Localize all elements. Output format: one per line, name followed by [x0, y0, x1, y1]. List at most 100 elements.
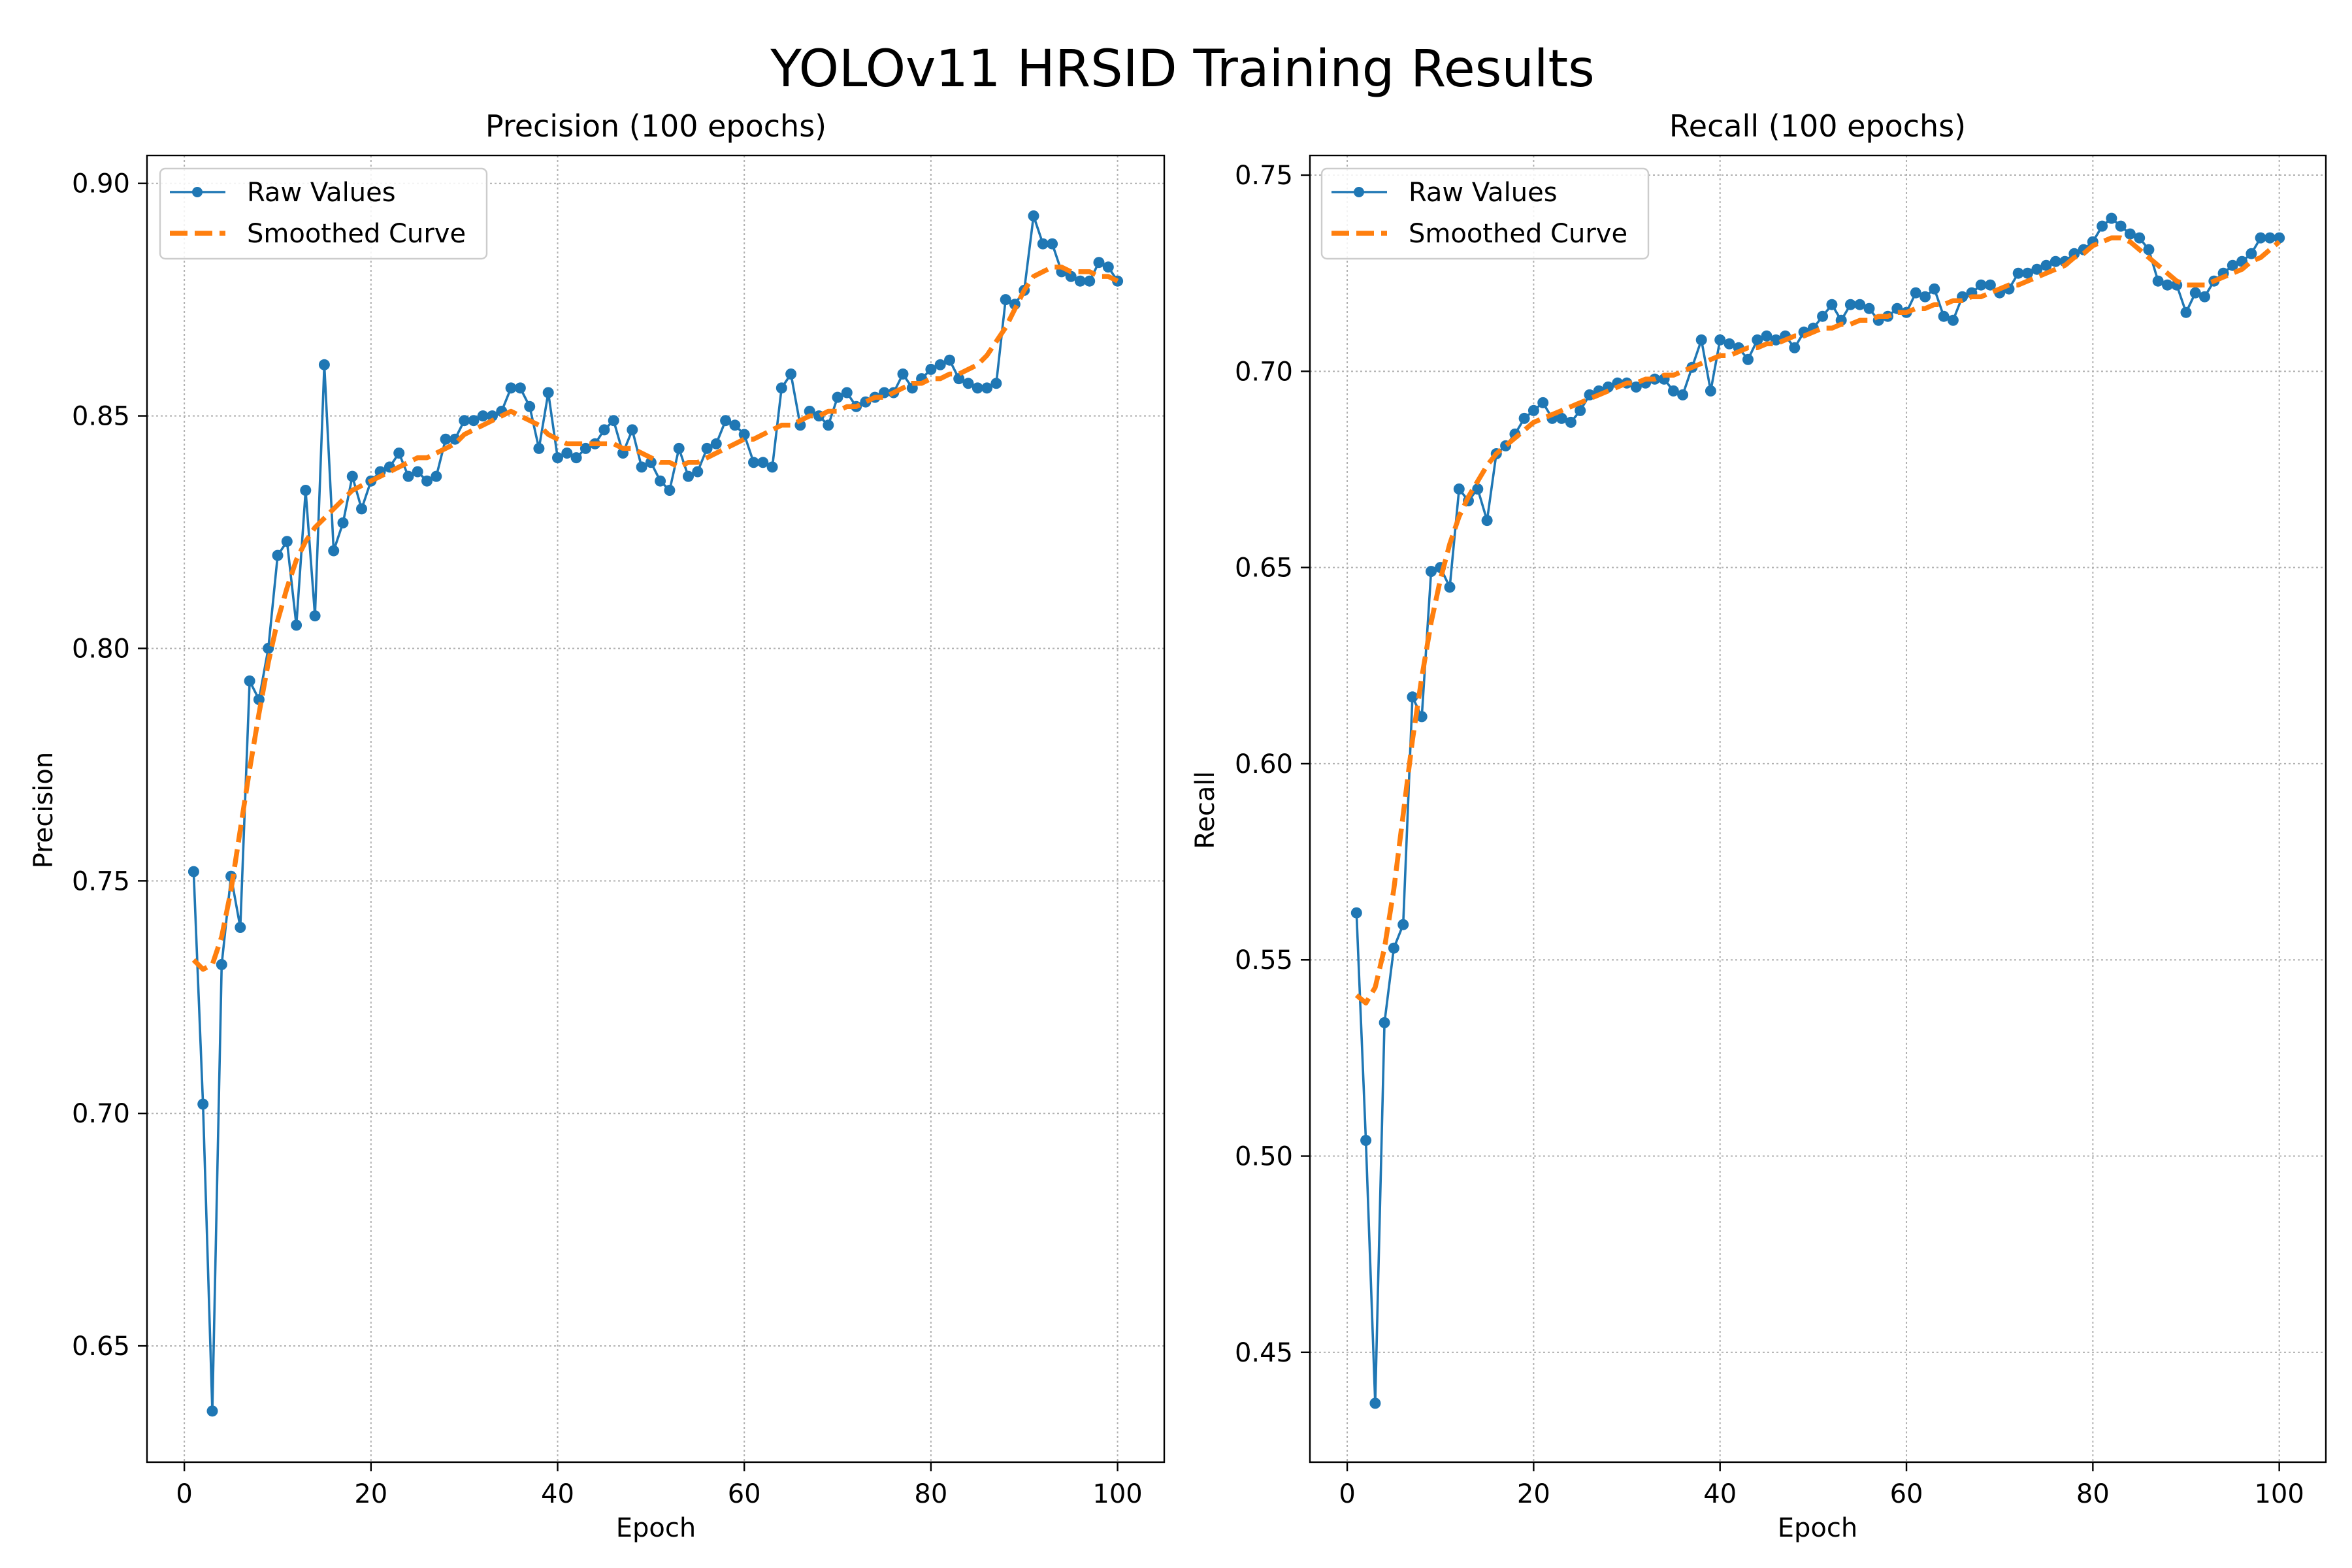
precision-raw-point: [990, 378, 1002, 389]
precision-raw-point: [738, 429, 750, 440]
recall-y-tick-label: 0.70: [1235, 357, 1293, 387]
recall-raw-point: [2068, 248, 2080, 259]
precision-raw-point: [683, 470, 694, 482]
recall-raw-point: [1472, 483, 1484, 495]
precision-raw-point: [785, 368, 797, 380]
recall-raw-point: [2106, 212, 2117, 224]
precision-raw-point: [244, 675, 255, 687]
precision-raw-point: [710, 438, 722, 449]
recall-raw-point: [2040, 259, 2052, 271]
precision-raw-point: [1065, 270, 1077, 282]
precision-smoothed-line: [191, 265, 1119, 972]
precision-raw-point: [645, 457, 657, 468]
precision-raw-point: [598, 424, 610, 436]
precision-raw-point: [188, 866, 199, 877]
recall-raw-point: [1826, 299, 1838, 310]
precision-raw-point: [216, 958, 227, 970]
precision-ticks: 0 20 40 60 80 100 0.65 0.70 0.75 0.80 0.85 0.90: [72, 169, 1143, 1509]
recall-grid: [1310, 155, 2326, 1462]
recall-raw-point: [2012, 267, 2024, 279]
recall-raw-point: [2050, 255, 2061, 267]
recall-raw-point: [2143, 244, 2155, 255]
recall-raw-point: [1416, 711, 1428, 723]
recall-raw-point: [1844, 299, 1856, 310]
precision-raw-point: [291, 619, 302, 631]
recall-raw-point: [2115, 220, 2127, 232]
recall-raw-point: [2124, 228, 2136, 240]
precision-raw-point: [673, 442, 685, 454]
recall-raw-point: [2180, 306, 2192, 318]
recall-raw-point: [1854, 299, 1866, 310]
precision-raw-point: [720, 415, 732, 427]
precision-raw-point: [421, 475, 433, 487]
recall-raw-point: [1919, 291, 1931, 302]
precision-raw-point: [1047, 238, 1058, 250]
recall-raw-point: [1397, 919, 1409, 930]
recall-series: [1350, 212, 2285, 1409]
recall-raw-point: [2227, 259, 2238, 271]
precision-raw-point: [449, 433, 461, 445]
recall-raw-point: [1527, 404, 1539, 416]
precision-raw-point: [402, 470, 414, 482]
recall-x-tick-label: 40: [1703, 1479, 1737, 1509]
precision-plot-frame: [146, 154, 1166, 1463]
recall-raw-point: [2199, 291, 2210, 302]
precision-raw-point: [608, 415, 619, 427]
precision-raw-point: [514, 382, 526, 394]
recall-y-axis-label: Recall: [1190, 771, 1220, 849]
precision-raw-point: [692, 466, 704, 478]
recall-raw-point: [1481, 515, 1493, 527]
recall-raw-point: [1677, 389, 1689, 400]
precision-raw-point: [627, 424, 638, 436]
recall-raw-point: [1947, 314, 1959, 326]
recall-raw-point: [1984, 279, 1996, 291]
precision-raw-point: [580, 442, 591, 454]
recall-raw-point: [2189, 287, 2201, 299]
recall-raw-point: [1817, 310, 1829, 322]
precision-raw-point: [664, 485, 676, 496]
recall-y-tick-label: 0.75: [1235, 161, 1293, 191]
precision-raw-point: [561, 448, 573, 459]
recall-raw-point: [1910, 287, 1921, 299]
precision-raw-point: [235, 922, 246, 933]
precision-raw-point: [766, 461, 778, 473]
recall-raw-point: [1975, 279, 1987, 291]
precision-raw-point: [206, 1405, 218, 1417]
precision-legend-raw-marker: [192, 187, 203, 197]
precision-raw-point: [953, 373, 965, 385]
recall-raw-point: [1752, 334, 1763, 346]
precision-raw-point: [309, 610, 321, 622]
recall-x-axis-label: Epoch: [1778, 1513, 1857, 1543]
recall-raw-point: [1938, 310, 1950, 322]
recall-raw-point: [1575, 404, 1586, 416]
precision-raw-point: [272, 549, 284, 561]
precision-x-tick-label: 100: [1092, 1479, 1142, 1509]
recall-raw-point: [1444, 581, 1456, 593]
precision-raw-point: [318, 359, 330, 370]
recall-raw-point: [2152, 275, 2164, 287]
precision-raw-point: [356, 503, 367, 515]
figure-title: YOLOv11 HRSID Training Results: [770, 40, 1594, 99]
precision-raw-point: [505, 382, 517, 394]
precision-raw-point: [533, 442, 545, 454]
precision-raw-point: [832, 391, 843, 403]
precision-raw-point: [468, 415, 480, 427]
recall-raw-point: [1537, 397, 1549, 408]
precision-x-tick-label: 60: [728, 1479, 761, 1509]
precision-legend: Raw Values Smoothed Curve: [159, 167, 488, 260]
recall-legend: Raw Values Smoothed Curve: [1320, 167, 1650, 260]
precision-raw-point: [655, 475, 666, 487]
precision-y-tick-label: 0.80: [72, 634, 130, 664]
recall-legend-raw-label: Raw Values: [1409, 178, 1558, 208]
recall-raw-point: [2255, 232, 2266, 244]
precision-raw-point: [477, 410, 489, 422]
precision-raw-point: [1000, 294, 1011, 306]
precision-legend-box: [159, 167, 488, 260]
recall-y-tick-label: 0.50: [1235, 1142, 1293, 1172]
precision-raw-point: [281, 536, 293, 547]
precision-raw-point: [944, 354, 955, 366]
precision-raw-point: [934, 359, 946, 370]
recall-y-tick-label: 0.55: [1235, 945, 1293, 975]
recall-x-tick-label: 0: [1339, 1479, 1355, 1509]
